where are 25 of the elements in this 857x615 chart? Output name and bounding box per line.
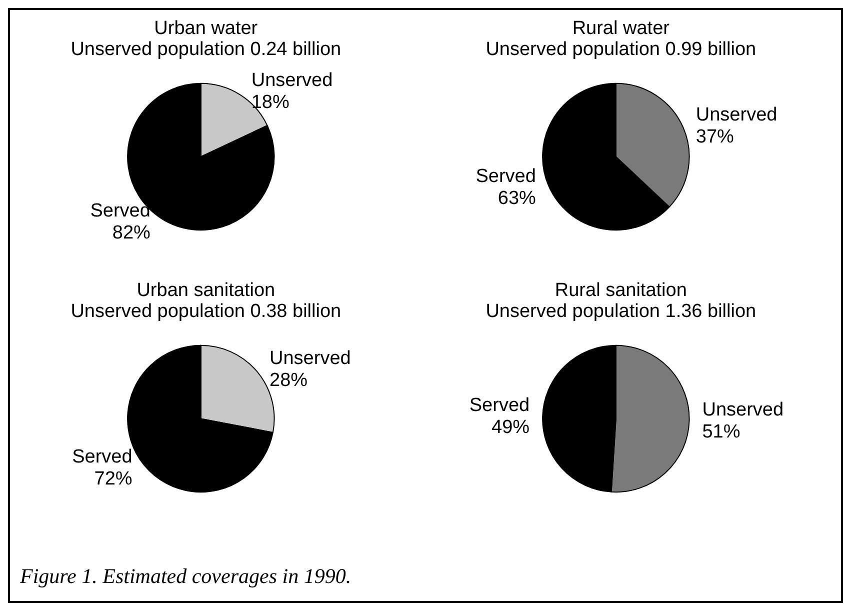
- chart-subtitle: Unserved population 0.24 billion: [70, 39, 342, 60]
- chart-subtitle: Unserved population 0.99 billion: [486, 39, 756, 60]
- chart-title: Rural water: [572, 18, 670, 39]
- data-label: 18%: [251, 92, 290, 113]
- chart-title: Urban water: [154, 18, 258, 39]
- data-label: 37%: [696, 126, 734, 148]
- chart-subtitle: Unserved population 0.38 billion: [70, 301, 342, 322]
- data-label: 49%: [492, 416, 530, 438]
- data-label: 72%: [94, 468, 132, 490]
- data-label: 51%: [702, 422, 740, 443]
- data-label: 28%: [270, 370, 308, 391]
- slice-label: Unserved: [270, 348, 351, 369]
- chart-title: Urban sanitation: [136, 280, 276, 301]
- data-label: 82%: [112, 222, 151, 244]
- chart-title: Rural sanitation: [554, 280, 687, 301]
- chart-subtitle: Unserved population 1.36 billion: [486, 301, 756, 322]
- slice-label: Unserved: [696, 104, 778, 126]
- slice-label: Unserved: [251, 70, 333, 91]
- slice-label: Served: [476, 166, 536, 187]
- slice-label: Served: [469, 394, 530, 416]
- slice-label: Served: [90, 200, 150, 222]
- caption: Figure 1. Estimated coverages in 1990.: [20, 564, 352, 589]
- slice-label: Served: [72, 446, 132, 468]
- slice-label: Unserved: [702, 400, 784, 421]
- data-label: 63%: [498, 188, 536, 209]
